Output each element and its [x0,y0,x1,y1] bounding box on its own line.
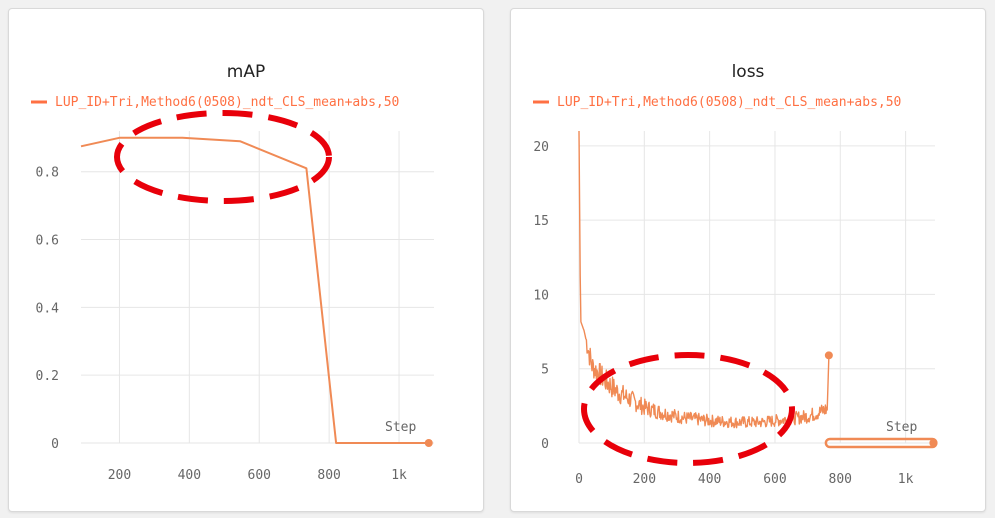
chart-title: loss [732,62,765,82]
step-axis-label: Step [886,420,917,435]
x-tick-label: 200 [108,468,131,483]
loss-chart: loss LUP_ID+Tri,Method6(0508)_ndt_CLS_mea… [511,9,985,511]
annotation-ellipse [584,355,792,463]
x-tick-label: 1k [391,468,407,483]
x-tick-label: 200 [633,472,656,487]
series-line[interactable] [579,131,829,428]
step-range-handle[interactable] [929,439,937,447]
x-tick-label: 400 [698,472,721,487]
x-tick-label: 600 [763,472,786,487]
y-tick-label: 0.2 [36,369,59,384]
x-tick-label: 800 [317,468,340,483]
series-end-marker[interactable] [425,439,433,447]
legend[interactable]: LUP_ID+Tri,Method6(0508)_ndt_CLS_mean+ab… [533,95,901,110]
x-tick-label: 800 [829,472,852,487]
step-axis-label: Step [385,420,416,435]
chart-title: mAP [227,62,265,82]
y-tick-label: 0 [541,437,549,452]
x-tick-label: 600 [248,468,271,483]
y-tick-label: 0.6 [36,234,59,249]
map-chart-card: mAP LUP_ID+Tri,Method6(0508)_ndt_CLS_mean… [8,8,484,512]
y-tick-label: 20 [533,140,549,155]
loss-chart-card: loss LUP_ID+Tri,Method6(0508)_ndt_CLS_mea… [510,8,986,512]
y-tick-label: 10 [533,288,549,303]
y-tick-label: 0.4 [36,301,60,316]
y-tick-label: 5 [541,363,549,378]
y-tick-label: 0 [51,437,59,452]
series-line[interactable] [81,138,429,443]
map-chart: mAP LUP_ID+Tri,Method6(0508)_ndt_CLS_mean… [9,9,483,511]
series-end-marker[interactable] [825,351,833,359]
annotation-ellipse [117,113,329,201]
x-tick-label: 400 [178,468,201,483]
legend-label: LUP_ID+Tri,Method6(0508)_ndt_CLS_mean+ab… [557,95,901,110]
x-tick-label: 0 [575,472,583,487]
y-tick-label: 0.8 [36,166,59,181]
legend-label: LUP_ID+Tri,Method6(0508)_ndt_CLS_mean+ab… [55,95,399,110]
x-tick-label: 1k [898,472,914,487]
legend[interactable]: LUP_ID+Tri,Method6(0508)_ndt_CLS_mean+ab… [31,95,399,110]
y-tick-label: 15 [533,214,549,229]
